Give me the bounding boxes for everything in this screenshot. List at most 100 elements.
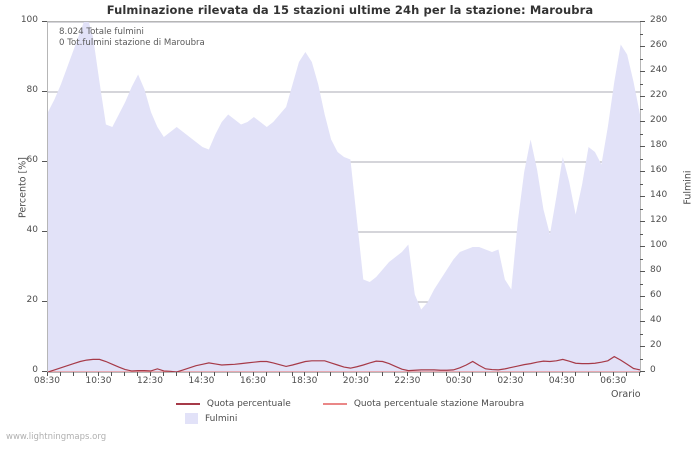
x-axis-tick-label: 20:30 xyxy=(342,376,369,386)
x-axis-tick-label: 06:30 xyxy=(600,376,627,386)
axis-tick-mark xyxy=(587,372,589,376)
axis-tick-mark xyxy=(497,372,499,376)
axis-tick-mark xyxy=(317,372,319,376)
legend-row-2: Fulmini xyxy=(0,411,700,426)
legend-row-1: Quota percentuale Quota percentuale staz… xyxy=(0,396,700,411)
page-title: Fulminazione rilevata da 15 stazioni ult… xyxy=(106,3,594,17)
axis-tick-mark xyxy=(640,21,645,22)
axis-tick-mark xyxy=(59,372,61,376)
axis-tick-mark xyxy=(640,33,643,35)
axis-tick-mark xyxy=(42,301,47,302)
watermark: www.lightningmaps.org xyxy=(6,432,107,442)
axis-tick-mark xyxy=(175,372,177,376)
legend-swatch-line-icon xyxy=(175,402,200,405)
y-axis-left-tick-label: 40 xyxy=(26,225,38,235)
axis-tick-mark xyxy=(600,372,602,376)
axis-tick-mark xyxy=(640,46,645,47)
axis-tick-mark xyxy=(85,372,87,376)
axis-tick-mark xyxy=(111,372,113,376)
axis-tick-mark xyxy=(72,372,74,376)
axis-tick-mark xyxy=(201,372,203,376)
axis-tick-mark xyxy=(640,258,643,260)
legend-label: Quota percentuale xyxy=(206,398,291,409)
y-axis-right-tick-label: 220 xyxy=(650,90,668,100)
axis-tick-mark xyxy=(640,321,645,322)
legend-swatch-line-icon xyxy=(322,402,347,405)
axis-tick-mark xyxy=(640,233,643,235)
axis-tick-mark xyxy=(471,372,473,376)
x-axis-tick-label: 08:30 xyxy=(34,376,60,386)
percentage-line xyxy=(48,355,640,372)
axis-tick-mark xyxy=(640,296,645,297)
axis-tick-mark xyxy=(613,372,615,376)
axis-tick-mark xyxy=(561,372,563,376)
legend: Quota percentuale Quota percentuale staz… xyxy=(0,396,700,426)
axis-tick-mark xyxy=(149,372,151,376)
axis-tick-mark xyxy=(640,271,645,272)
axis-tick-mark xyxy=(640,58,643,60)
axis-tick-mark xyxy=(278,372,280,376)
plot-area xyxy=(47,21,641,373)
axis-tick-mark xyxy=(240,372,242,376)
y-axis-right-tick-label: 280 xyxy=(650,15,668,25)
axis-tick-mark xyxy=(574,372,576,376)
axis-tick-mark xyxy=(640,358,643,360)
y-axis-left-tick-label: 80 xyxy=(26,85,38,95)
y-axis-right-tick-label: 240 xyxy=(650,65,668,75)
legend-label: Quota percentuale stazione Maroubra xyxy=(353,398,525,409)
plot-svg xyxy=(48,22,640,372)
axis-tick-mark xyxy=(42,91,47,92)
axis-tick-mark xyxy=(640,246,645,247)
axis-tick-mark xyxy=(343,372,344,376)
axis-tick-mark xyxy=(227,372,229,376)
axis-tick-mark xyxy=(42,21,47,22)
axis-tick-mark xyxy=(548,372,550,376)
y-axis-right-tick-label: 120 xyxy=(650,215,668,225)
axis-tick-mark xyxy=(394,372,396,376)
axis-tick-mark xyxy=(433,372,435,376)
y-axis-right-tick-label: 20 xyxy=(650,340,662,350)
axis-tick-mark xyxy=(640,371,645,372)
axis-tick-mark xyxy=(640,183,643,185)
y-axis-right-tick-label: 40 xyxy=(650,315,662,325)
axis-tick-mark xyxy=(536,372,538,376)
axis-tick-mark xyxy=(640,96,645,97)
y-axis-left-tick-label: 100 xyxy=(20,15,38,25)
x-axis-tick-label: 04:30 xyxy=(548,376,575,386)
y-axis-right-tick-label: 200 xyxy=(650,115,668,125)
y-axis-right-tick-label: 80 xyxy=(650,265,662,275)
x-axis-tick-label: 00:30 xyxy=(445,376,472,386)
lightning-area-series xyxy=(48,22,640,372)
x-axis-title: Orario xyxy=(611,389,641,400)
y-axis-right-title: Fulmini xyxy=(682,170,694,205)
legend-item-quota-percentuale-stazione[interactable]: Quota percentuale stazione Maroubra xyxy=(322,398,525,409)
axis-tick-mark xyxy=(445,372,447,376)
axis-tick-mark xyxy=(640,71,645,72)
y-axis-right-tick-label: 180 xyxy=(650,140,668,150)
axis-tick-mark xyxy=(42,231,47,232)
axis-tick-mark xyxy=(523,372,525,376)
x-axis-tick-label: 22:30 xyxy=(394,376,421,386)
axis-tick-mark xyxy=(640,221,645,222)
y-axis-right-tick-label: 60 xyxy=(650,290,662,300)
legend-item-fulmini[interactable]: Fulmini xyxy=(185,413,237,424)
x-axis-tick-label: 12:30 xyxy=(136,376,163,386)
axis-tick-mark xyxy=(640,346,645,347)
x-axis-tick-label: 16:30 xyxy=(239,376,266,386)
axis-tick-mark xyxy=(640,158,643,160)
axis-tick-mark xyxy=(214,372,216,376)
y-axis-right-tick-label: 140 xyxy=(650,190,668,200)
axis-tick-mark xyxy=(484,372,486,376)
legend-item-quota-percentuale[interactable]: Quota percentuale xyxy=(175,398,291,409)
axis-tick-mark xyxy=(355,372,357,376)
axis-tick-mark xyxy=(381,372,383,376)
y-axis-left-title: Percento [%] xyxy=(17,156,29,219)
axis-tick-mark xyxy=(42,371,47,372)
axis-tick-mark xyxy=(640,133,643,135)
axis-tick-mark xyxy=(420,372,422,376)
axis-tick-mark xyxy=(640,121,645,122)
axis-tick-mark xyxy=(626,372,628,376)
y-axis-left-tick-label: 20 xyxy=(26,295,38,305)
x-axis-tick-label: 14:30 xyxy=(188,376,215,386)
